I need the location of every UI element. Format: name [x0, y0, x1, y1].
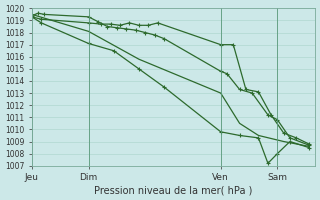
X-axis label: Pression niveau de la mer( hPa ): Pression niveau de la mer( hPa ) [94, 185, 253, 195]
